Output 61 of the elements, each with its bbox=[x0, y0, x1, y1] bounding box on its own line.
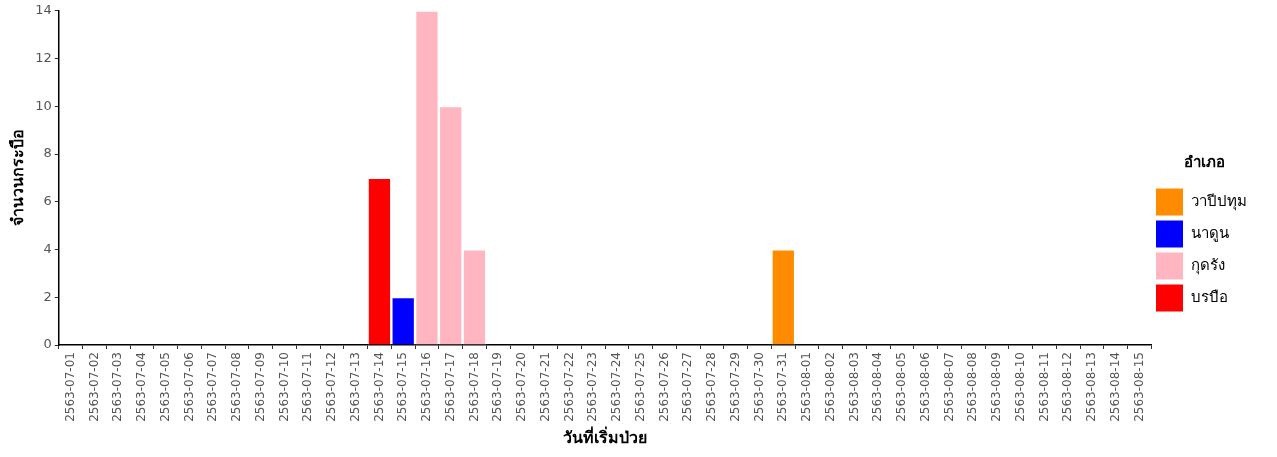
y-tick-label: 12 bbox=[35, 49, 52, 65]
x-tick-label: 2563-08-14 bbox=[1107, 352, 1122, 422]
x-tick-label: 2563-07-30 bbox=[751, 352, 766, 422]
x-tick-label: 2563-08-04 bbox=[870, 352, 885, 422]
x-tick-label: 2563-07-10 bbox=[276, 352, 291, 422]
x-tick-label: 2563-08-10 bbox=[1012, 352, 1027, 422]
x-tick-label: 2563-07-04 bbox=[134, 352, 149, 422]
x-tick-label: 2563-08-07 bbox=[941, 352, 956, 422]
x-tick-label: 2563-08-09 bbox=[989, 352, 1004, 422]
x-tick-label: 2563-08-08 bbox=[965, 352, 980, 422]
x-tick-label: 2563-07-17 bbox=[442, 352, 457, 422]
x-tick-label: 2563-07-31 bbox=[775, 352, 790, 422]
y-tick-label: 14 bbox=[35, 2, 52, 18]
x-tick-label: 2563-07-07 bbox=[205, 352, 220, 422]
y-axis-title: จำนวนกระบือ bbox=[7, 129, 27, 227]
x-tick-label: 2563-07-19 bbox=[490, 352, 505, 422]
legend-label: บรบือ bbox=[1191, 287, 1228, 306]
x-tick-label: 2563-07-20 bbox=[514, 352, 529, 422]
x-tick-label: 2563-07-16 bbox=[419, 352, 434, 422]
x-tick-label: 2563-07-08 bbox=[229, 352, 244, 422]
x-axis-title: วันที่เริ่มป่วย bbox=[563, 425, 648, 447]
x-tick-label: 2563-07-01 bbox=[62, 352, 77, 422]
x-tick-label: 2563-07-05 bbox=[157, 352, 172, 422]
y-tick-label: 2 bbox=[43, 288, 52, 304]
x-tick-label: 2563-08-02 bbox=[822, 352, 837, 422]
x-tick-label: 2563-07-22 bbox=[561, 352, 576, 422]
x-tick-label: 2563-07-03 bbox=[110, 352, 125, 422]
y-tick-label: 4 bbox=[43, 240, 52, 256]
x-tick-label: 2563-07-09 bbox=[252, 352, 267, 422]
x-tick-label: 2563-08-12 bbox=[1060, 352, 1075, 422]
x-tick-label: 2563-08-01 bbox=[799, 352, 814, 422]
legend-label: นาดูน bbox=[1191, 223, 1229, 242]
x-tick-label: 2563-07-18 bbox=[466, 352, 481, 422]
x-tick-label: 2563-08-05 bbox=[894, 352, 909, 422]
x-tick-label: 2563-07-11 bbox=[300, 352, 315, 422]
x-tick-label: 2563-08-06 bbox=[917, 352, 932, 422]
x-tick-label: 2563-07-21 bbox=[537, 352, 552, 422]
x-tick-label: 2563-07-26 bbox=[656, 352, 671, 422]
x-tick-label: 2563-07-25 bbox=[632, 352, 647, 422]
x-tick-label: 2563-08-15 bbox=[1131, 352, 1146, 422]
x-tick-label: 2563-07-23 bbox=[585, 352, 600, 422]
x-tick-label: 2563-07-13 bbox=[347, 352, 362, 422]
legend-label: กุดรัง bbox=[1191, 255, 1225, 275]
x-tick-label: 2563-07-28 bbox=[704, 352, 719, 422]
y-tick-label: 0 bbox=[43, 336, 52, 352]
x-tick-label: 2563-07-12 bbox=[324, 352, 339, 422]
x-tick-label: 2563-07-06 bbox=[181, 352, 196, 422]
legend-title: อำเภอ bbox=[1183, 153, 1225, 172]
x-tick-label: 2563-08-11 bbox=[1036, 352, 1051, 422]
x-tick-label: 2563-08-03 bbox=[846, 352, 861, 422]
x-tick-label: 2563-07-24 bbox=[609, 352, 624, 422]
x-tick-label: 2563-08-13 bbox=[1084, 352, 1099, 422]
y-tick-label: 6 bbox=[43, 193, 52, 209]
x-tick-label: 2563-07-14 bbox=[371, 352, 386, 422]
x-tick-label: 2563-07-15 bbox=[395, 352, 410, 422]
legend-label: วาปีปทุม bbox=[1191, 191, 1247, 211]
y-tick-label: 10 bbox=[35, 97, 52, 113]
y-tick-label: 8 bbox=[43, 145, 52, 161]
x-tick-label: 2563-07-29 bbox=[727, 352, 742, 422]
x-tick-label: 2563-07-02 bbox=[86, 352, 101, 422]
x-tick-label: 2563-07-27 bbox=[680, 352, 695, 422]
